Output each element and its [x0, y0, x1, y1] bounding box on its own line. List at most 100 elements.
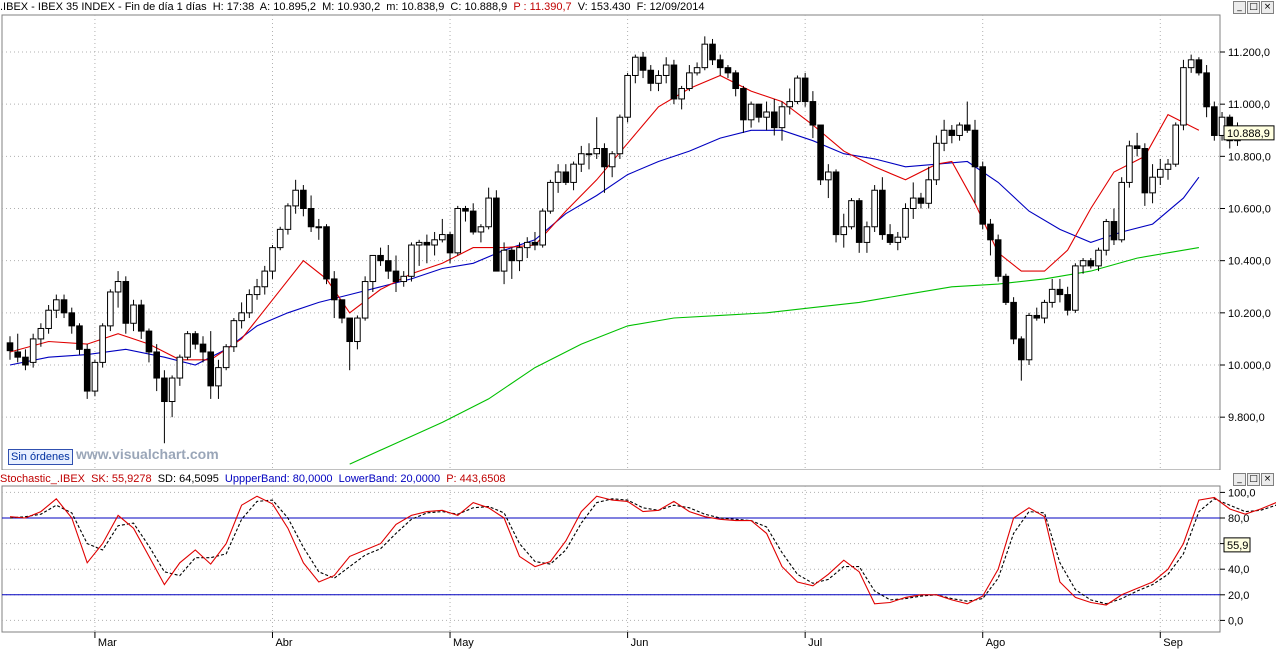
candle-body	[184, 333, 191, 358]
candle	[215, 359, 222, 399]
candle	[840, 213, 848, 248]
stoch-minimize-button[interactable]: _	[1233, 473, 1246, 486]
candle-body	[137, 304, 145, 332]
stoch-upper: UppperBand: 80,0000	[224, 473, 333, 485]
candle-body	[678, 88, 685, 100]
candle-body	[523, 241, 531, 249]
candle	[909, 182, 917, 219]
candle-body	[1203, 72, 1210, 108]
candle-body	[191, 333, 199, 345]
candle-body	[269, 247, 276, 272]
candle	[114, 271, 122, 308]
candle-body	[130, 304, 137, 324]
price-ytick-label: 10.800,0	[1228, 151, 1271, 163]
candle-body	[925, 179, 932, 204]
candle	[153, 344, 160, 392]
candle-body	[1118, 181, 1125, 241]
candle-body	[315, 226, 323, 229]
candle	[940, 119, 948, 152]
stoch-maximize-button[interactable]: □	[1247, 473, 1260, 486]
candle-body	[1149, 176, 1156, 194]
candle-body	[1041, 301, 1048, 319]
candle	[1180, 59, 1187, 131]
candle	[53, 294, 60, 319]
candle-body	[199, 343, 207, 353]
candle-body	[879, 189, 886, 236]
x-tick-label: Jul	[808, 637, 822, 649]
candle-body	[207, 351, 215, 387]
candle	[778, 101, 786, 141]
candle	[408, 242, 415, 282]
candle-body	[616, 116, 624, 155]
candle	[423, 234, 431, 264]
candle	[716, 54, 724, 76]
candle	[392, 255, 400, 292]
candle-body	[971, 129, 979, 168]
candle-body	[323, 226, 330, 280]
candle-body	[161, 377, 168, 403]
candle	[199, 336, 207, 363]
candle	[446, 231, 454, 264]
candle	[523, 237, 531, 259]
minimize-button[interactable]: _	[1233, 1, 1246, 14]
volume-label: V: 153.430	[577, 1, 631, 13]
stoch-ytick-label: 0,0	[1228, 615, 1243, 627]
candle-body	[246, 294, 253, 314]
candle	[338, 299, 346, 324]
candle	[462, 205, 469, 222]
candle	[647, 65, 655, 92]
candle	[1102, 218, 1110, 256]
stoch-close-button[interactable]: ×	[1261, 473, 1274, 486]
candle	[701, 36, 709, 71]
candle-body	[624, 74, 631, 118]
candle-body	[963, 124, 971, 131]
candle-body	[384, 260, 392, 272]
candle-body	[485, 197, 492, 228]
stoch-lower: LowerBand: 20,0000	[338, 473, 441, 485]
candle-body	[493, 197, 500, 272]
candle	[755, 103, 763, 123]
candle-body	[801, 77, 809, 103]
candle-body	[346, 317, 353, 343]
candle	[763, 101, 770, 131]
candle-body	[408, 244, 415, 277]
candle-body	[1033, 314, 1041, 319]
candle	[307, 195, 315, 232]
date-label: F: 12/09/2014	[636, 1, 705, 13]
candle-body	[1079, 260, 1087, 267]
candle	[477, 224, 485, 243]
candle-body	[1141, 148, 1149, 194]
candle-body	[222, 346, 230, 369]
candle	[122, 276, 130, 334]
price-ytick-label: 10.000,0	[1228, 360, 1271, 372]
candle	[137, 299, 145, 339]
candle-body	[446, 234, 454, 254]
candle-body	[647, 69, 655, 84]
candle	[1048, 278, 1056, 308]
candle	[485, 187, 492, 230]
last-stoch-box	[1223, 537, 1251, 553]
candle-body	[53, 299, 60, 311]
candle	[284, 203, 292, 235]
candle	[794, 75, 801, 105]
close-button[interactable]: ×	[1261, 1, 1274, 14]
orders-badge[interactable]: Sin órdenes	[8, 449, 73, 465]
candle-body	[122, 281, 130, 324]
candle	[1002, 273, 1010, 306]
candle	[902, 203, 909, 240]
x-tick-label: Ago	[986, 637, 1006, 649]
candle	[346, 317, 353, 371]
candle-body	[300, 189, 307, 210]
candle	[207, 331, 215, 399]
candle-body	[508, 249, 516, 262]
candle	[1187, 54, 1195, 73]
candle-body	[1087, 260, 1095, 267]
price-chart[interactable]: 11.200,0 11.000,0 10.800,0 10.600,0 10.400,0…	[0, 0, 1276, 470]
stoch-sk: SK: 55,9278	[91, 473, 152, 485]
maximize-button[interactable]: □	[1247, 1, 1260, 14]
stoch-ytick-label: 80,0	[1228, 513, 1249, 525]
candle-body	[500, 249, 508, 272]
candle	[678, 85, 685, 110]
stoch-ytick-label: 100,0	[1228, 487, 1256, 499]
